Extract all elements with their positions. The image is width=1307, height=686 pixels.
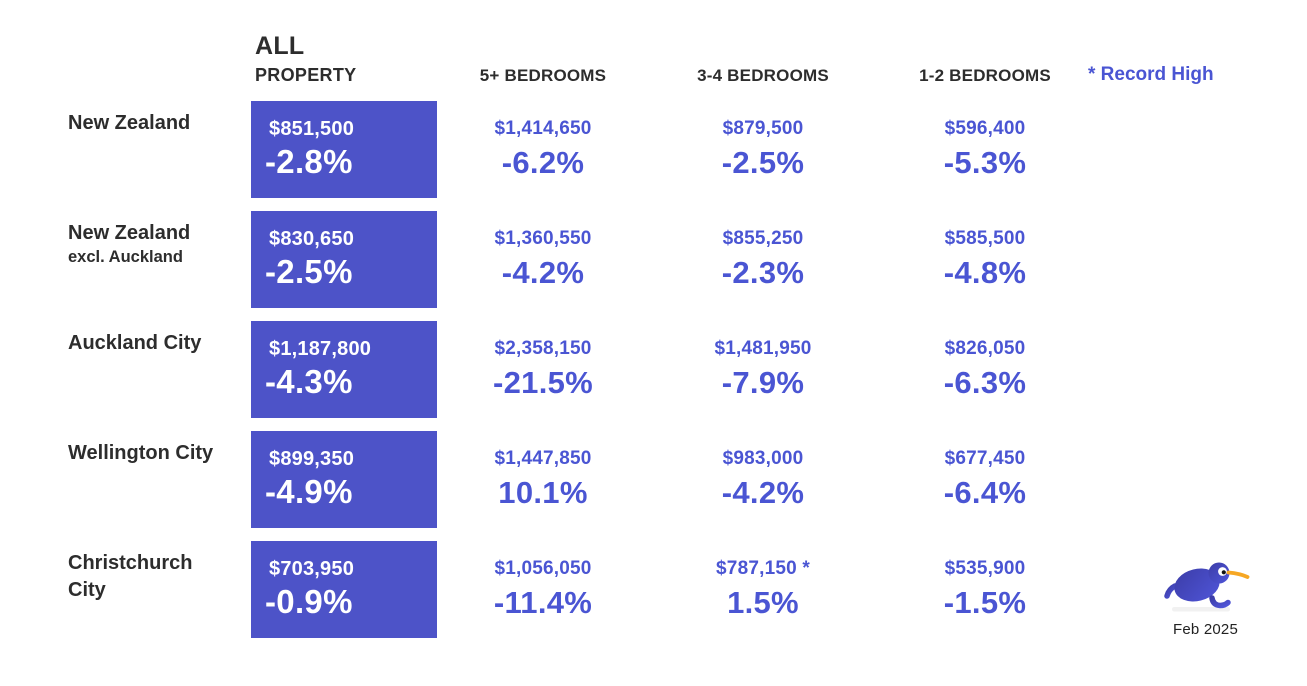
cell-1-2-bedrooms: $596,400 -5.3%: [875, 101, 1095, 198]
row-label: Wellington City: [68, 440, 248, 467]
annual-change: 10.1%: [498, 475, 588, 510]
median-price: $677,450: [944, 448, 1026, 469]
annual-change: -4.2%: [501, 255, 585, 290]
report-date: Feb 2025: [1173, 621, 1238, 638]
annual-change: -6.2%: [501, 145, 585, 180]
annual-change: -2.5%: [721, 145, 805, 180]
region-name: Christchurch: [68, 552, 193, 574]
cell-5plus-bedrooms: $1,360,550 -4.2%: [433, 211, 653, 308]
median-price: $879,500: [722, 118, 804, 139]
annual-change: -6.3%: [943, 365, 1027, 400]
annual-change: -2.5%: [265, 253, 353, 290]
table-row-new-zealand: New Zealand $851,500 -2.8% $1,414,650 -6…: [0, 101, 1307, 198]
median-price: $2,358,150: [494, 338, 592, 359]
region-name: New Zealand: [68, 222, 191, 244]
table-row-wellington-city: Wellington City $899,350 -4.9% $1,447,85…: [0, 431, 1307, 528]
table-row-christchurch-city: Christchurch City $703,950 -0.9% $1,056,…: [0, 541, 1307, 638]
table-row-nz-excl-auckland: New Zealand excl. Auckland $830,650 -2.5…: [0, 211, 1307, 308]
cell-3-4-bedrooms: $983,000 -4.2%: [653, 431, 873, 528]
cell-3-4-bedrooms: $1,481,950 -7.9%: [653, 321, 873, 418]
cell-3-4-bedrooms: $855,250 -2.3%: [653, 211, 873, 308]
median-price: $983,000: [722, 448, 804, 469]
row-label: New Zealand excl. Auckland: [68, 220, 248, 268]
all-property-highlight-box: $899,350 -4.9%: [251, 431, 437, 528]
table-row-auckland-city: Auckland City $1,187,800 -4.3% $2,358,15…: [0, 321, 1307, 418]
annual-change: -7.9%: [721, 365, 805, 400]
median-price: $585,500: [944, 228, 1026, 249]
median-price: $851,500: [269, 118, 355, 140]
median-price: $1,056,050: [494, 558, 592, 579]
all-property-highlight-box: $830,650 -2.5%: [251, 211, 437, 308]
row-label: New Zealand: [68, 110, 248, 137]
median-price: $535,900: [944, 558, 1026, 579]
column-header-5plus-bedrooms: 5+ BEDROOMS: [479, 66, 607, 85]
row-label: Christchurch City: [68, 550, 248, 604]
median-price: $1,360,550: [494, 228, 592, 249]
cell-3-4-bedrooms: $787,150 * 1.5%: [653, 541, 873, 638]
median-price: $1,414,650: [494, 118, 592, 139]
cell-1-2-bedrooms: $535,900 -1.5%: [875, 541, 1095, 638]
all-property-highlight-box: $703,950 -0.9%: [251, 541, 437, 638]
cell-5plus-bedrooms: $1,447,850 10.1%: [433, 431, 653, 528]
annual-change: -2.3%: [721, 255, 805, 290]
annual-change: 1.5%: [727, 585, 799, 620]
column-header-3-4-bedrooms: 3-4 BEDROOMS: [697, 66, 829, 85]
annual-change: -2.8%: [265, 143, 353, 180]
median-price: $855,250: [722, 228, 804, 249]
column-header-all: ALL: [255, 32, 305, 60]
median-price: $1,481,950: [714, 338, 812, 359]
row-label: Auckland City: [68, 330, 248, 357]
cell-1-2-bedrooms: $826,050 -6.3%: [875, 321, 1095, 418]
cell-5plus-bedrooms: $1,056,050 -11.4%: [433, 541, 653, 638]
region-name-line2: excl. Auckland: [68, 248, 183, 266]
annual-change: -4.8%: [943, 255, 1027, 290]
cell-1-2-bedrooms: $585,500 -4.8%: [875, 211, 1095, 308]
cell-3-4-bedrooms: $879,500 -2.5%: [653, 101, 873, 198]
median-price: $899,350: [269, 448, 355, 470]
cell-5plus-bedrooms: $2,358,150 -21.5%: [433, 321, 653, 418]
cell-5plus-bedrooms: $1,414,650 -6.2%: [433, 101, 653, 198]
annual-change: -0.9%: [265, 583, 353, 620]
column-header-1-2-bedrooms: 1-2 BEDROOMS: [919, 66, 1051, 85]
median-price: $596,400: [944, 118, 1026, 139]
record-high-legend: * Record High: [1088, 64, 1214, 85]
annual-change: -5.3%: [943, 145, 1027, 180]
all-property-highlight-box: $851,500 -2.8%: [251, 101, 437, 198]
annual-change: -11.4%: [493, 585, 593, 620]
annual-change: -4.3%: [265, 363, 353, 400]
brand-logo-block: Feb 2025: [1153, 560, 1258, 638]
annual-change: -1.5%: [943, 585, 1027, 620]
median-price: $826,050: [944, 338, 1026, 359]
annual-change: -21.5%: [492, 365, 594, 400]
median-price-record-high: $787,150 *: [716, 558, 810, 579]
column-header-property: PROPERTY: [255, 65, 357, 85]
region-name: Wellington City: [68, 442, 214, 464]
median-price: $1,187,800: [269, 338, 372, 360]
annual-change: -6.4%: [943, 475, 1027, 510]
annual-change: -4.2%: [721, 475, 805, 510]
region-name: New Zealand: [68, 112, 191, 134]
median-price: $703,950: [269, 558, 355, 580]
kiwi-bird-icon: [1156, 562, 1256, 618]
annual-change: -4.9%: [265, 473, 353, 510]
region-name: Auckland City: [68, 332, 202, 354]
median-price: $1,447,850: [494, 448, 592, 469]
median-price: $830,650: [269, 228, 355, 250]
all-property-highlight-box: $1,187,800 -4.3%: [251, 321, 437, 418]
region-name-line2: City: [68, 579, 106, 601]
cell-1-2-bedrooms: $677,450 -6.4%: [875, 431, 1095, 528]
